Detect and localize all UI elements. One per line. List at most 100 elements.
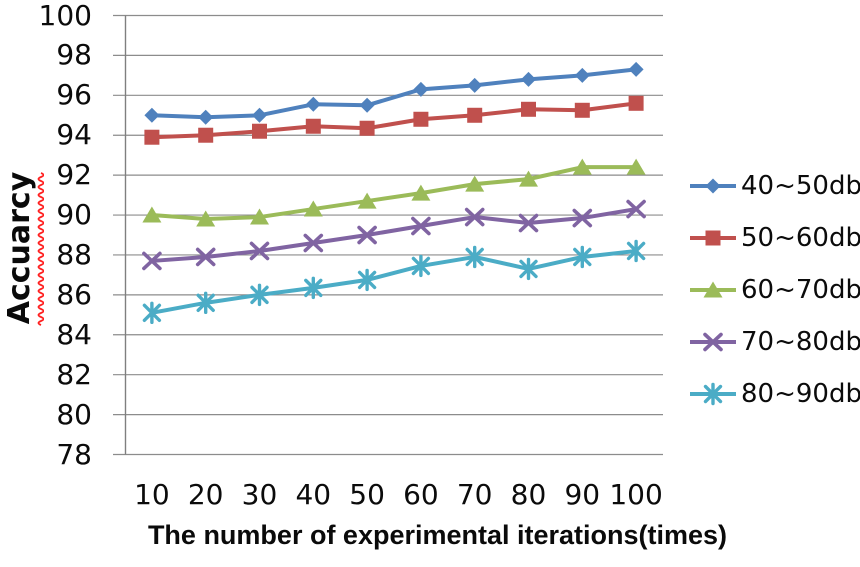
series-marker-80~90db bbox=[519, 257, 538, 281]
y-tick-label: 100 bbox=[38, 0, 92, 32]
series-marker-60~70db bbox=[357, 192, 377, 209]
y-tick-label: 92 bbox=[56, 158, 92, 192]
series-marker-80~90db bbox=[250, 283, 269, 307]
y-tick-label: 78 bbox=[56, 437, 92, 471]
x-tick-label: 50 bbox=[349, 478, 385, 511]
spellcheck-squiggle-icon bbox=[37, 172, 44, 326]
series-marker-80~90db bbox=[196, 291, 215, 315]
series-marker-80~90db bbox=[573, 245, 592, 269]
x-tick-label: 60 bbox=[403, 478, 439, 511]
x-tick-label: 40 bbox=[295, 478, 332, 511]
series-marker-50~60db bbox=[521, 101, 536, 117]
series-marker-50~60db bbox=[144, 129, 160, 145]
series-line-80~90db bbox=[151, 248, 637, 315]
x-tick-label: 10 bbox=[134, 478, 170, 511]
series-marker-50~60db bbox=[413, 111, 429, 127]
legend-marker-icon bbox=[690, 281, 736, 298]
series-marker-50~60db bbox=[628, 95, 644, 111]
y-tick-label: 82 bbox=[56, 357, 92, 391]
x-axis-title: The number of experimental iterations(ti… bbox=[147, 520, 728, 550]
series-marker-70~80db bbox=[572, 208, 593, 228]
series-marker-80~90db bbox=[465, 245, 484, 269]
y-tick-label: 84 bbox=[56, 317, 92, 351]
y-tick-label: 88 bbox=[56, 237, 92, 271]
y-axis-title-text: Accuarcy bbox=[2, 171, 37, 325]
series-marker-40~50db bbox=[359, 97, 375, 113]
x-tick-label: 80 bbox=[510, 478, 547, 511]
legend-marker-icon bbox=[690, 382, 736, 406]
series-marker-60~70db bbox=[465, 175, 485, 192]
series-marker-40~50db bbox=[305, 96, 321, 112]
series-line-40~50db bbox=[151, 67, 637, 120]
series-line-50~60db bbox=[151, 101, 637, 140]
y-axis-title: Accuarcy bbox=[2, 148, 46, 348]
y-tick-label: 86 bbox=[56, 277, 92, 311]
legend-marker-icon bbox=[690, 230, 736, 246]
series-line-60~70db bbox=[151, 165, 637, 222]
series-marker-70~80db bbox=[357, 225, 377, 245]
y-tick-label: 90 bbox=[56, 198, 92, 232]
series-marker-60~70db bbox=[572, 158, 592, 175]
legend-label: 60~70db bbox=[741, 275, 860, 305]
series-marker-80~90db bbox=[142, 301, 162, 325]
legend-label: 80~90db bbox=[741, 379, 860, 409]
legend-entry: 40~50db bbox=[690, 160, 860, 212]
series-marker-70~80db bbox=[195, 247, 216, 267]
series-marker-80~90db bbox=[411, 254, 431, 278]
legend-marker bbox=[705, 230, 721, 246]
legend-marker bbox=[703, 382, 723, 406]
legend-marker bbox=[703, 332, 723, 352]
y-tick-label: 98 bbox=[56, 38, 92, 72]
y-tick-label: 96 bbox=[56, 78, 92, 112]
legend-entry: 50~60db bbox=[690, 212, 860, 264]
series-marker-50~60db bbox=[252, 123, 267, 139]
legend: 40~50db 50~60db 60~70db 70~80db 80~90db bbox=[690, 160, 860, 420]
legend-entry: 60~70db bbox=[690, 264, 860, 316]
series-line-70~80db bbox=[151, 207, 637, 263]
series-marker-40~50db bbox=[467, 77, 483, 93]
series-marker-40~50db bbox=[628, 61, 644, 77]
series-marker-70~80db bbox=[142, 251, 162, 271]
series-marker-40~50db bbox=[252, 107, 267, 123]
y-tick-label: 80 bbox=[56, 397, 92, 431]
series-marker-80~90db bbox=[626, 239, 646, 263]
series-marker-60~70db bbox=[626, 158, 646, 175]
series-marker-40~50db bbox=[144, 107, 160, 123]
series-marker-50~60db bbox=[467, 107, 483, 123]
x-tick-label: 100 bbox=[609, 478, 663, 511]
series-marker-70~80db bbox=[464, 207, 485, 227]
y-tick-label: 94 bbox=[56, 118, 92, 152]
series-marker-60~70db bbox=[142, 206, 162, 223]
series-marker-70~80db bbox=[303, 233, 324, 253]
series-marker-60~70db bbox=[411, 184, 431, 201]
series-marker-70~80db bbox=[411, 216, 431, 236]
x-tick-label: 20 bbox=[187, 478, 224, 511]
legend-marker-icon bbox=[690, 178, 736, 194]
series-marker-50~60db bbox=[198, 127, 214, 143]
series-marker-50~60db bbox=[305, 118, 321, 134]
series-marker-80~90db bbox=[357, 268, 377, 292]
series-marker-40~50db bbox=[413, 81, 429, 97]
series-marker-40~50db bbox=[198, 109, 214, 125]
x-tick-label: 70 bbox=[456, 478, 493, 511]
series-marker-40~50db bbox=[521, 71, 536, 87]
legend-marker bbox=[705, 178, 721, 194]
series-marker-40~50db bbox=[574, 67, 590, 83]
legend-marker bbox=[703, 281, 723, 298]
series-marker-70~80db bbox=[626, 199, 646, 219]
series-marker-50~60db bbox=[359, 120, 375, 136]
series-marker-70~80db bbox=[518, 213, 539, 233]
series-marker-60~70db bbox=[519, 170, 538, 187]
legend-label: 70~80db bbox=[741, 327, 860, 357]
x-tick-label: 90 bbox=[564, 478, 601, 511]
series-marker-60~70db bbox=[250, 208, 269, 225]
series-marker-60~70db bbox=[303, 200, 323, 217]
legend-label: 40~50db bbox=[741, 171, 860, 201]
series-marker-60~70db bbox=[196, 210, 216, 227]
x-tick-label: 30 bbox=[241, 478, 278, 511]
series-marker-50~60db bbox=[574, 102, 590, 118]
series-marker-80~90db bbox=[304, 276, 323, 300]
legend-label: 50~60db bbox=[741, 223, 860, 253]
